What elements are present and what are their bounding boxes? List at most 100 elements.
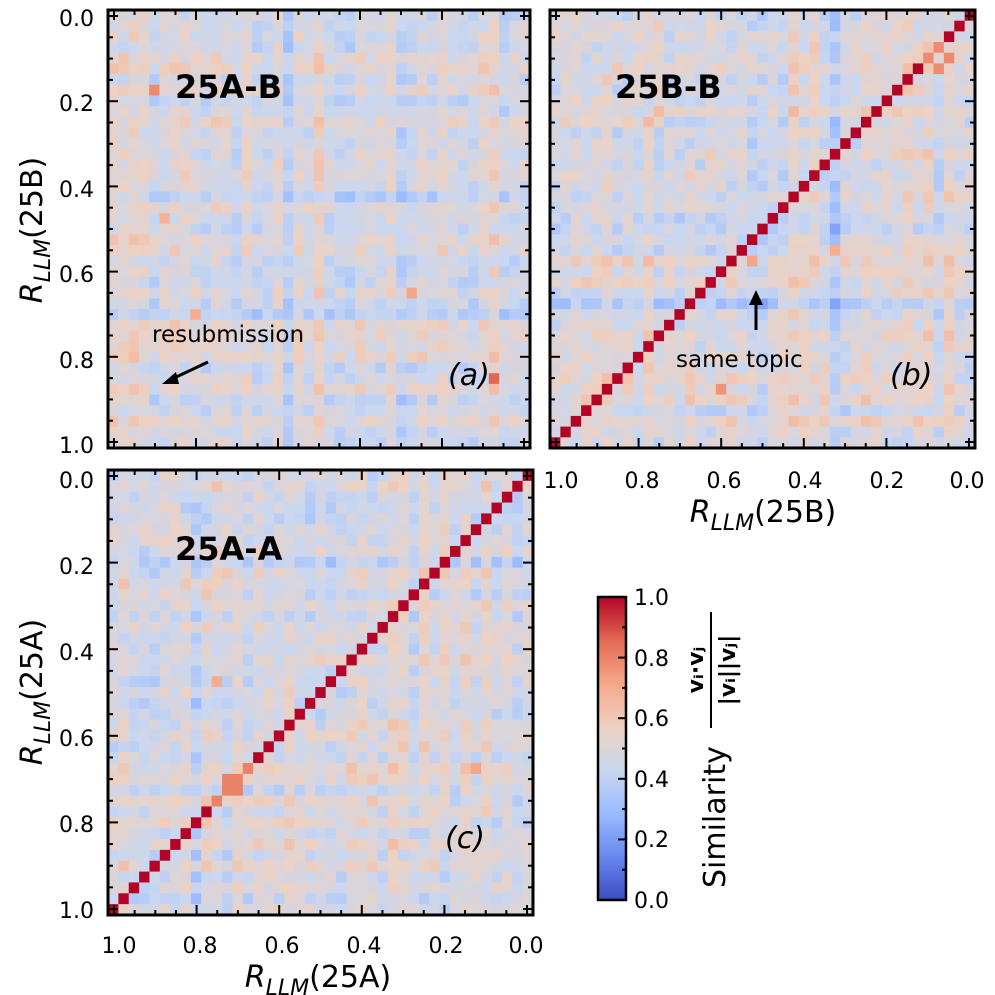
- heatmap-cell: [439, 730, 451, 742]
- heatmap-cell: [355, 63, 366, 75]
- heatmap-cell: [108, 341, 119, 353]
- heatmap-cell: [396, 116, 408, 129]
- heatmap-cell: [429, 839, 441, 851]
- heatmap-cell: [324, 202, 336, 214]
- heatmap-cell: [726, 298, 738, 310]
- heatmap-cell: [118, 621, 130, 634]
- heatmap-cell: [653, 116, 665, 129]
- heatmap-cell: [304, 545, 316, 558]
- heatmap-cell: [190, 309, 202, 321]
- heatmap-cell: [222, 784, 233, 797]
- heatmap-cell: [377, 773, 389, 786]
- heatmap-cell: [190, 665, 202, 677]
- heatmap-cell: [221, 394, 233, 406]
- heatmap-cell: [159, 277, 171, 289]
- heatmap-cell: [149, 180, 161, 193]
- heatmap-cell: [819, 106, 831, 118]
- heatmap-cell: [488, 255, 500, 267]
- heatmap-cell: [128, 351, 140, 364]
- heatmap-cell: [272, 245, 284, 257]
- heatmap-cell: [501, 556, 513, 569]
- heatmap-cell: [418, 719, 430, 732]
- heatmap-cell: [108, 632, 119, 645]
- heatmap-cell: [902, 266, 914, 278]
- heatmap-cell: [200, 31, 212, 43]
- heatmap-cell: [519, 191, 531, 203]
- heatmap-cell: [840, 319, 852, 332]
- heatmap-cell: [190, 708, 202, 721]
- heatmap-cell: [860, 277, 872, 289]
- heatmap-cell: [149, 741, 161, 753]
- heatmap-cell: [809, 362, 821, 374]
- heatmap-cell: [943, 266, 955, 278]
- heatmap-cell: [860, 10, 872, 22]
- heatmap-cell: [272, 148, 284, 161]
- heatmap-cell: [294, 480, 306, 493]
- heatmap-cell: [933, 170, 945, 182]
- heatmap-cell: [819, 42, 831, 54]
- heatmap-cell: [871, 84, 883, 97]
- heatmap-cell: [819, 298, 831, 310]
- heatmap-cell: [767, 405, 779, 417]
- heatmap-cell: [715, 20, 727, 32]
- heatmap-cell: [180, 839, 192, 851]
- heatmap-cell: [367, 611, 379, 623]
- heatmap-cell: [871, 351, 883, 364]
- heatmap-cell: [128, 245, 140, 257]
- heatmap-cell: [923, 341, 935, 353]
- heatmap-cell: [622, 212, 634, 225]
- heatmap-cell: [118, 426, 130, 438]
- heatmap-cell: [304, 600, 316, 612]
- heatmap-cell: [715, 127, 727, 139]
- heatmap-cell: [943, 351, 955, 364]
- heatmap-cell: [460, 719, 472, 732]
- heatmap-cell: [560, 373, 572, 385]
- heatmap-cell: [375, 287, 387, 300]
- heatmap-cell: [892, 42, 904, 54]
- heatmap-cell: [788, 394, 800, 406]
- heatmap-cell: [457, 245, 469, 257]
- heatmap-cell: [457, 255, 469, 267]
- heatmap-cell: [211, 708, 223, 721]
- heatmap-cell: [447, 116, 459, 129]
- heatmap-cell: [943, 74, 955, 86]
- heatmap-cell: [509, 362, 521, 374]
- heatmap-cell: [798, 74, 810, 86]
- heatmap-cell: [200, 52, 212, 65]
- heatmap-cell: [653, 351, 665, 364]
- heatmap-cell: [923, 266, 935, 278]
- heatmap-cell: [601, 245, 613, 257]
- heatmap-cell: [139, 730, 151, 742]
- heatmap-cell: [108, 106, 119, 118]
- heatmap-cell: [344, 63, 356, 75]
- heatmap-cell: [396, 255, 408, 267]
- heatmap-cell: [222, 806, 233, 818]
- heatmap-cell: [470, 784, 482, 797]
- heatmap-cell: [746, 319, 758, 332]
- heatmap-cell: [201, 502, 213, 515]
- heatmap-cell: [252, 394, 263, 406]
- heatmap-cell: [108, 212, 119, 225]
- heatmap-cell: [601, 212, 613, 225]
- heatmap-cell: [746, 373, 758, 385]
- heatmap-cell: [488, 426, 500, 438]
- heatmap-cell: [408, 600, 420, 612]
- heatmap-cell: [159, 741, 171, 753]
- heatmap-cell: [180, 298, 191, 310]
- heatmap-cell: [346, 741, 358, 753]
- heatmap-cell: [262, 373, 274, 385]
- heatmap-cell: [180, 351, 191, 364]
- heatmap-cell: [149, 470, 161, 482]
- heatmap-cell: [881, 309, 893, 321]
- heatmap-cell: [439, 763, 451, 775]
- heatmap-cell: [705, 298, 717, 310]
- heatmap-cell: [519, 84, 531, 97]
- heatmap-cell: [509, 148, 521, 161]
- heatmap-cell: [923, 245, 935, 257]
- heatmap-cell: [450, 621, 462, 634]
- heatmap-cell: [180, 330, 191, 342]
- heatmap-cell: [408, 524, 420, 536]
- heatmap-cell: [128, 74, 140, 86]
- heatmap-cell: [674, 266, 686, 278]
- heatmap-cell: [581, 95, 593, 107]
